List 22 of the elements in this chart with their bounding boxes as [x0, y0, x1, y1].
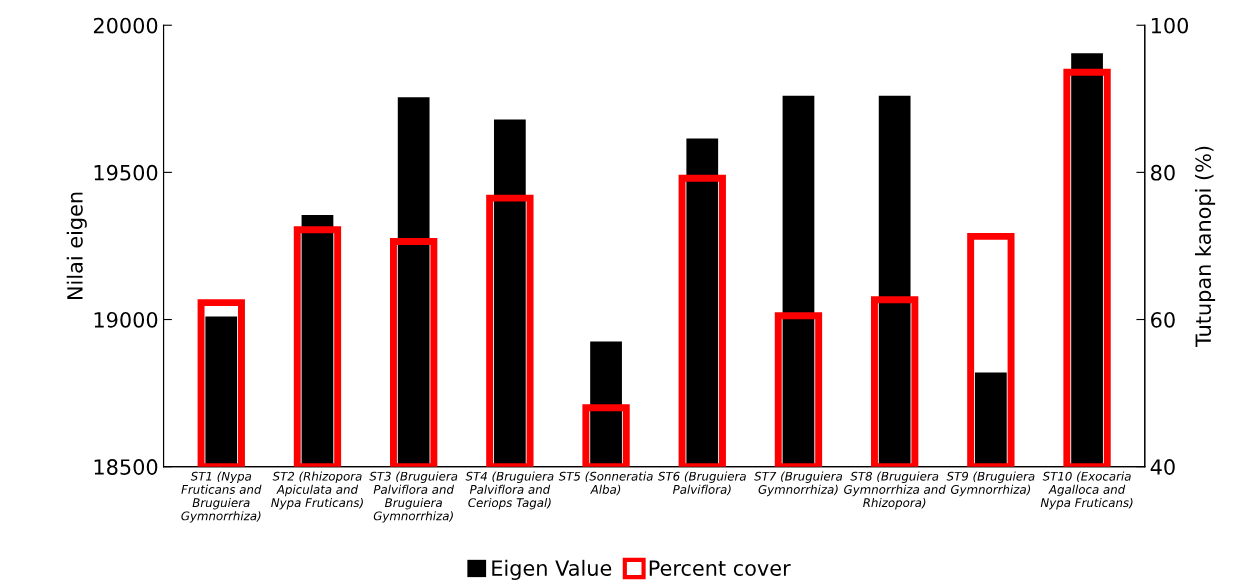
x-tick-label: ST3 (Bruguiera Palviflora and Bruguiera Gymnorrhiza)	[369, 471, 458, 523]
y-tick-label: 20000	[93, 17, 158, 34]
x-tick-label: ST7 (Bruguiera Gymnorrhiza)	[754, 471, 842, 497]
y2-tick-label: 100	[1151, 17, 1189, 34]
y2-tick-label: 80	[1151, 164, 1175, 181]
legend-label: Eigen Value	[492, 559, 612, 580]
x-tick-label: ST8 (Bruguiera Gymnorrhiza and Rhizopora)	[844, 471, 946, 510]
x-tick-label: ST10 (Exocaria Agalloca and Nypa Fruticans)	[1040, 471, 1133, 510]
y-tick-label: 19000	[94, 311, 158, 328]
y-tick-label: 18500	[94, 459, 158, 475]
x-tick-label: ST5 (Sonneratia Alba)	[558, 471, 653, 496]
y2-tick-label: 40	[1150, 459, 1175, 475]
x-tick-label: ST2 (Rhizopora Apiculata and Nypa Fruticans)	[271, 471, 363, 510]
x-tick-label: ST9 (Bruguiera Gymnorrhiza)	[946, 471, 1035, 497]
x-tick-label: ST4 (Bruguiera Palviflora and Ceriops Tagal)	[465, 471, 554, 510]
y-tick-label: 19500	[94, 164, 158, 181]
y2-tick-label: 60	[1151, 311, 1175, 328]
y-axis-title: Nilai eigen	[66, 192, 87, 299]
x-tick-label: ST1 (Nypa Fruticans and Bruguiera Gymnorrhiza)	[181, 471, 262, 523]
y2-axis-title: Tutupan kanopi (%)	[1194, 146, 1216, 348]
legend-label: Percent cover	[649, 560, 791, 576]
x-tick-label: ST6 (Bruguiera Palviflora)	[658, 471, 746, 496]
